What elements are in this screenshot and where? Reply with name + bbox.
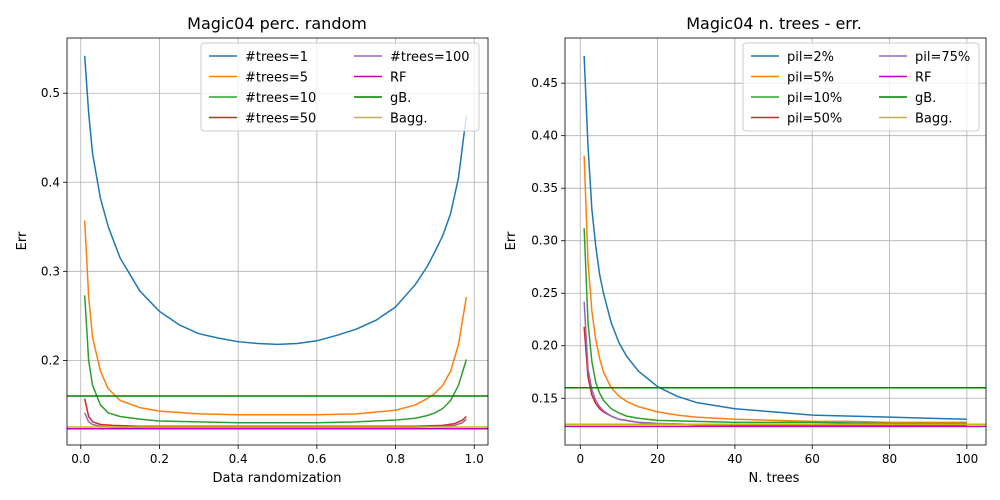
series-line-#trees=10 xyxy=(83,295,468,424)
legend-label: pil=2% xyxy=(787,50,834,65)
legend-label: #trees=50 xyxy=(245,112,316,127)
y-axis-label: Err xyxy=(15,231,30,250)
legend-label: gB. xyxy=(915,91,936,106)
y-tick-label: 0.30 xyxy=(531,234,558,248)
legend-label: #trees=10 xyxy=(245,91,316,106)
x-tick-label: 100 xyxy=(955,452,978,466)
y-axis-label: Err xyxy=(504,231,519,250)
x-tick-label: 1.0 xyxy=(465,452,484,466)
y-tick-label: 0.4 xyxy=(41,175,60,189)
legend-label: #trees=5 xyxy=(245,71,308,86)
x-tick-label: 80 xyxy=(882,452,897,466)
series-line-pil=2% xyxy=(583,55,967,421)
subplot-right: Magic04 n. trees - err. N. trees Err 0 20… xyxy=(504,14,987,486)
series-line-pil=5% xyxy=(583,155,967,424)
chart-title: Magic04 n. trees - err. xyxy=(686,14,862,33)
legend-label: pil=5% xyxy=(787,71,834,86)
legend-label: Bagg. xyxy=(915,112,953,127)
series-line-#trees=5 xyxy=(83,220,468,416)
y-tick-label: 0.3 xyxy=(41,264,60,278)
x-tick-label: 0 xyxy=(576,452,584,466)
legend-label: #trees=1 xyxy=(245,50,308,65)
legend-label: pil=10% xyxy=(787,91,842,106)
axes-frame xyxy=(564,37,987,446)
chart-title: Magic04 perc. random xyxy=(187,14,367,33)
plot-area xyxy=(565,55,986,428)
y-tick-label: 0.45 xyxy=(531,76,558,90)
x-axis-label: N. trees xyxy=(749,471,800,486)
legend: pil=2% pil=5% pil=10% pil=50% pil=75% RF gB. Ba… xyxy=(742,42,980,132)
legend-label: gB. xyxy=(390,91,411,106)
x-tick-label: 0.6 xyxy=(307,452,326,466)
series-line-#trees=1 xyxy=(83,55,468,346)
y-tick-label: 0.25 xyxy=(531,286,558,300)
x-tick-label: 0.2 xyxy=(150,452,169,466)
y-tick-label: 0.40 xyxy=(531,129,558,143)
x-tick-label: 60 xyxy=(805,452,820,466)
x-tick-label: 0.0 xyxy=(71,452,90,466)
axes-frame xyxy=(66,37,489,446)
legend-box xyxy=(200,42,480,132)
legend-label: pil=75% xyxy=(915,50,970,65)
plot-area xyxy=(67,55,488,430)
legend-label: #trees=100 xyxy=(390,50,470,65)
legend-label: RF xyxy=(915,71,932,86)
x-tick-label: 0.8 xyxy=(386,452,405,466)
x-tick-label: 20 xyxy=(650,452,665,466)
legend: #trees=1 #trees=5 #trees=10 #trees=50 #trees… xyxy=(200,42,480,132)
legend-box xyxy=(742,42,980,132)
legend-label: Bagg. xyxy=(390,112,428,127)
y-tick-label: 0.20 xyxy=(531,339,558,353)
y-tick-label: 0.15 xyxy=(531,391,558,405)
x-tick-label: 40 xyxy=(727,452,742,466)
y-tick-label: 0.2 xyxy=(41,353,60,367)
y-tick-label: 0.5 xyxy=(41,86,60,100)
series-line-pil=75% xyxy=(583,301,967,427)
legend-label: RF xyxy=(390,71,407,86)
series-line-pil=10% xyxy=(583,228,967,425)
legend-label: pil=50% xyxy=(787,112,842,127)
subplot-left: Magic04 perc. random Data randomization … xyxy=(15,14,489,486)
x-tick-label: 0.4 xyxy=(229,452,248,466)
x-axis-label: Data randomization xyxy=(213,471,342,486)
y-tick-label: 0.35 xyxy=(531,181,558,195)
